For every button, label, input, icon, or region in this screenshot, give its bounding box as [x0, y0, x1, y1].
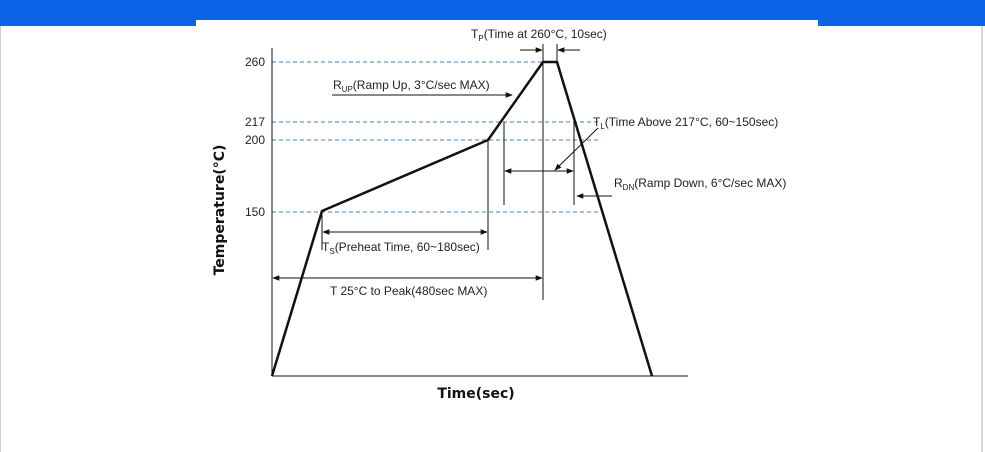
y-tick-217: 217 — [245, 115, 265, 129]
label-rdn: RDN(Ramp Down, 6°C/sec MAX) — [614, 176, 786, 192]
y-axis-title: Temperature(°C) — [212, 145, 228, 276]
label-tp: TP(Time at 260°C, 10sec) — [471, 27, 607, 43]
guide-lines — [272, 61, 600, 213]
arrows — [272, 47, 612, 281]
marker-lines — [321, 44, 575, 300]
y-tick-200: 200 — [245, 133, 265, 147]
y-tick-150: 150 — [245, 205, 265, 219]
y-tick-260: 260 — [245, 55, 265, 69]
x-axis-title: Time(sec) — [437, 386, 514, 402]
label-tl: TL(Time Above 217°C, 60~150sec) — [593, 115, 778, 131]
tl-leader — [554, 127, 599, 171]
label-ts: TS(Preheat Time, 60~180sec) — [322, 240, 480, 256]
reflow-profile-curve — [270, 60, 654, 377]
left-border — [0, 26, 1, 452]
right-border — [981, 26, 983, 452]
label-t25: T 25°C to Peak(480sec MAX) — [330, 284, 487, 298]
header-gap — [196, 20, 818, 26]
label-rup: RUP(Ramp Up, 3°C/sec MAX) — [333, 78, 490, 94]
